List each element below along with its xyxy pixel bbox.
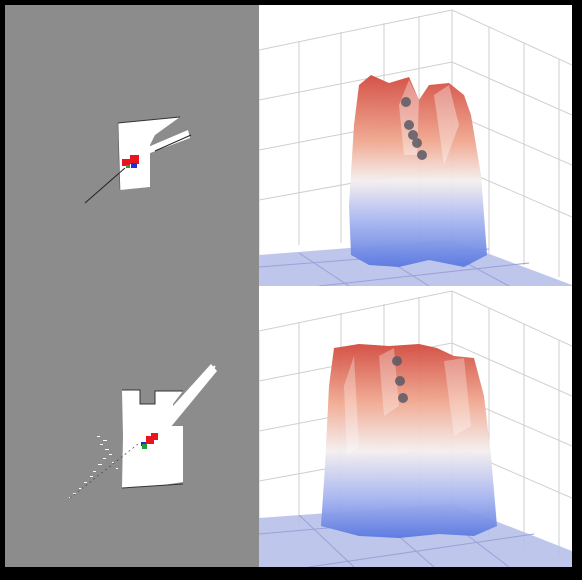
occupancy-map-top xyxy=(5,5,259,286)
occupancy-map-top-canvas xyxy=(84,116,192,204)
trajectory-marker xyxy=(392,356,402,366)
occupancy-map-column xyxy=(5,5,259,567)
scan-line xyxy=(154,134,192,152)
trajectory-markers xyxy=(392,356,408,403)
obstacle-edge xyxy=(117,122,121,191)
trajectory-marker xyxy=(417,150,427,160)
surface-plot-top xyxy=(259,5,572,286)
obstacle-edge xyxy=(117,116,181,124)
trajectory-line xyxy=(84,167,126,204)
trajectory-marker xyxy=(404,120,414,130)
start-marker xyxy=(126,165,130,168)
obstacle-edge xyxy=(121,483,184,489)
trajectory-marker xyxy=(412,138,422,148)
robot-pose-marker xyxy=(146,436,154,444)
free-space-region xyxy=(118,117,180,190)
robot-pose-marker xyxy=(130,155,139,164)
robot-pose-marker xyxy=(151,433,158,440)
robot-pose-marker xyxy=(122,159,130,166)
occupancy-map-bottom xyxy=(5,286,259,567)
surface-plot-bottom-canvas xyxy=(259,290,572,567)
surface-plot-top-canvas xyxy=(259,9,572,286)
occupancy-map-bottom-canvas xyxy=(69,364,217,499)
scan-points xyxy=(69,436,118,498)
surface-mesh xyxy=(321,344,497,538)
surface-shading xyxy=(344,348,471,456)
trajectory-marker xyxy=(395,376,405,386)
trajectory-marker xyxy=(401,97,411,107)
surface-mesh xyxy=(349,75,487,267)
laser-ray xyxy=(141,130,190,155)
obstacle-edge xyxy=(122,389,183,405)
surface-plot-bottom xyxy=(259,286,572,567)
trajectory-markers xyxy=(401,97,427,160)
trajectory-marker xyxy=(408,130,418,140)
surface-plot-column xyxy=(259,5,572,567)
trajectory-marker xyxy=(398,393,408,403)
start-marker xyxy=(142,444,147,449)
figure-frame xyxy=(5,5,572,567)
goal-marker xyxy=(131,163,137,168)
scan-line xyxy=(159,365,216,427)
